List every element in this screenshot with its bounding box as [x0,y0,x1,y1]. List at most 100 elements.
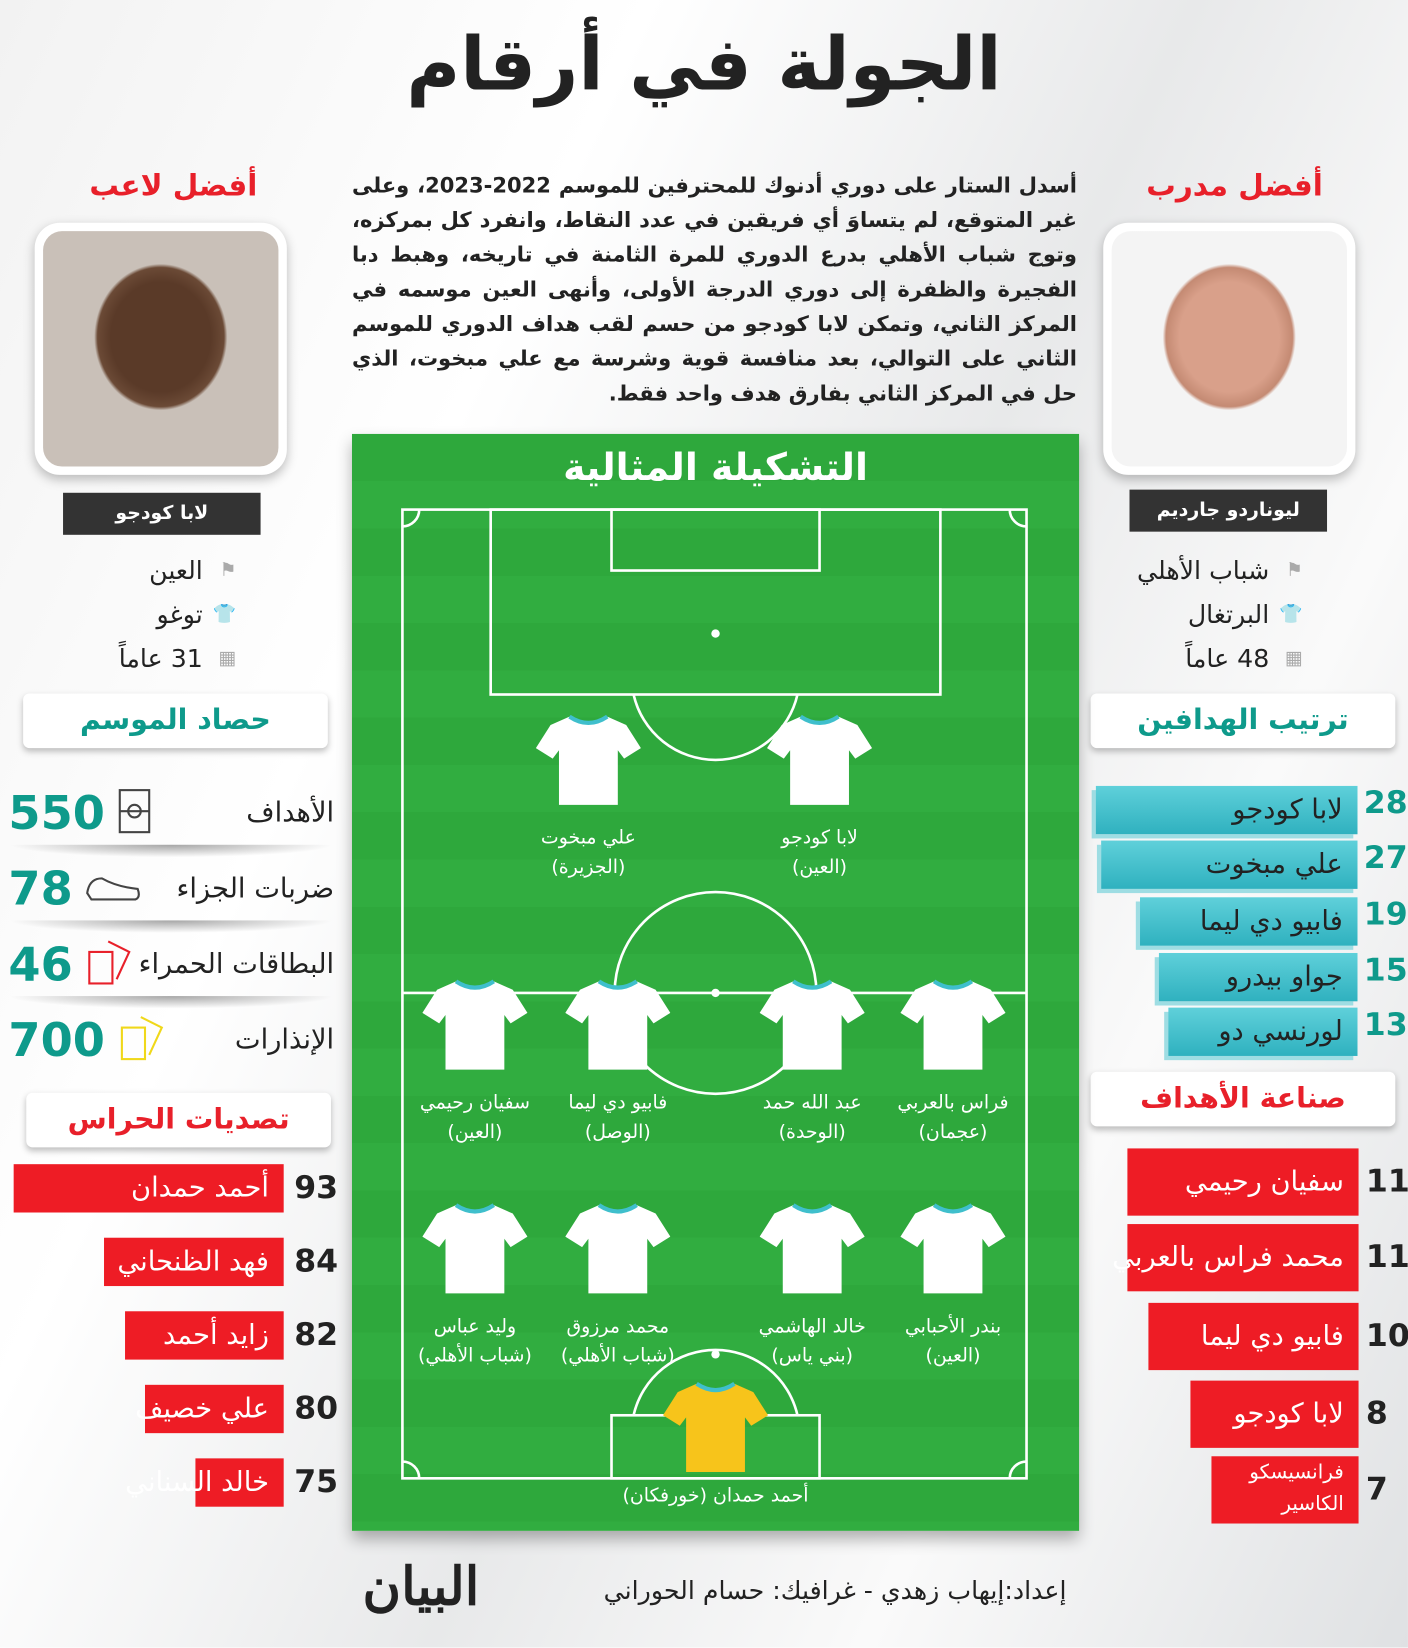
player-name: عبد الله حمد [762,1091,862,1114]
club-icon: ⚑ [219,558,237,582]
player-shirt-icon [767,712,873,811]
assist-count: 7 [1365,1470,1388,1508]
divider [8,996,335,1009]
player-shirt-icon [759,1201,865,1300]
saves-value: 93 [294,1169,339,1207]
player-name: لابا كودجو [63,492,261,535]
season-stat: الإنذارات 700 [8,1009,334,1072]
club-icon: ⚑ [1285,558,1303,582]
player-photo [34,222,287,475]
saves-bar: زايد أحمد [124,1311,284,1360]
player-name: فراس بالعربي [897,1091,1009,1114]
player-shirt-icon [422,977,528,1076]
player-name: بندر الأحبابي [904,1315,1002,1338]
coach-nationality: البرتغال [1187,599,1270,630]
player-shirt-icon [535,712,641,811]
goalkeeper-shirt-icon [662,1380,769,1479]
scorer-name: لابا كودجو [1232,794,1343,826]
player-name: خالد الهاشمي [758,1315,866,1338]
page-title: الجولة في أرقام [406,21,1002,108]
lineup-player: وليد عباس (شباب الأهلي) [401,1312,548,1371]
scorer-bar: علي مبخوت [1100,840,1358,889]
keeper-name: علي خصيف [135,1393,269,1425]
saves-bar: علي خصيف [135,1384,284,1434]
scorer-goals: 13 [1363,1006,1408,1044]
shirt-icon: 👕 [212,603,237,626]
assist-bar: لابا كودجو [1190,1380,1359,1448]
assist-name: فرانسيسكو الكاسير [1249,1460,1344,1516]
assist-name: فابيو دي ليما [1200,1320,1344,1353]
player-name: محمد مرزوق [566,1315,670,1338]
scorer-goals: 15 [1363,951,1408,989]
coach-photo [1103,222,1356,475]
player-club: (الوحدة) [778,1121,846,1144]
keeper-name: زايد أحمد [162,1319,269,1352]
saves-value: 75 [294,1463,339,1501]
assist-count: 11 [1365,1163,1408,1200]
coach-age: 48 عاماً [1185,644,1270,674]
assist-bar: فرانسيسكو الكاسير [1211,1456,1359,1524]
boot-icon [85,872,142,906]
lineup-player: لابا كودجو (العين) [746,824,893,883]
scorer-bar: فابيو دي ليما [1139,897,1358,946]
player-club: (العين) [447,1121,503,1144]
albayan-logo: البيان [362,1555,480,1618]
player-name: فابيو دي ليما [568,1091,668,1114]
player-shirt-icon [900,977,1006,1076]
lineup-player: عبد الله حمد (الوحدة) [739,1089,886,1148]
season-stat: البطاقات الحمراء 46 [8,933,334,996]
scorer-goals: 28 [1363,784,1408,822]
assist-bar: فابيو دي ليما [1148,1302,1359,1371]
scorers-heading: ترتيب الهدافين [1090,693,1396,749]
stat-label: الإنذارات [234,1024,335,1056]
player-club: (عجمان) [918,1121,988,1144]
player-club: (العين) [792,856,848,879]
player-club: (شباب الأهلي) [417,1344,532,1367]
player-club: (الوصل) [584,1121,651,1144]
lineup-player: خالد الهاشمي (بني ياس) [739,1312,886,1371]
assists-heading: صناعة الأهداف [1090,1071,1396,1127]
saves-value: 84 [294,1242,339,1280]
stat-label: ضربات الجزاء [176,873,335,905]
pitch-icon [118,788,152,838]
saves-heading: تصديات الحراس [26,1092,331,1148]
calendar-icon: ▦ [218,647,237,670]
player-name: وليد عباس [433,1315,517,1338]
season-stat: الأهداف 550 [8,782,334,845]
shirt-icon: 👕 [1279,603,1303,626]
saves-value: 82 [294,1316,339,1354]
player-club: (العين) [925,1344,981,1367]
lineup-player: سفيان رحيمي (العين) [401,1089,548,1148]
saves-bar: أحمد حمدان [13,1164,284,1213]
divider [8,920,335,934]
scorer-goals: 27 [1363,839,1408,877]
assist-count: 10 [1365,1317,1408,1355]
player-club: (بني ياس) [771,1344,854,1367]
saves-value: 80 [294,1390,339,1427]
stat-value: 700 [8,1013,105,1067]
intro-paragraph: أسدل الستار على دوري أدنوك للمحترفين للم… [351,172,1077,406]
player-nationality: توغو [156,599,203,630]
goalkeeper-label: أحمد حمدان (خورفكان) [622,1484,809,1507]
season-heading: حصاد الموسم [23,693,328,749]
coach-name: ليوناردو جارديم [1129,489,1328,532]
scorer-goals: 19 [1363,896,1408,934]
lineup-player: بندر الأحبابي (العين) [879,1312,1026,1371]
assist-name: محمد فراس بالعربي [1112,1241,1344,1274]
divider [8,844,335,858]
player-shirt-icon [565,977,671,1076]
player-name: سفيان رحيمي [419,1091,530,1114]
coach-club: شباب الأهلي [1137,555,1270,586]
keeper-name: خالد السناني [125,1466,269,1499]
lineup-player: محمد مرزوق (شباب الأهلي) [544,1312,691,1371]
player-age: 31 عاماً [118,644,203,674]
scorer-name: فابيو دي ليما [1199,905,1343,938]
assist-bar: سفيان رحيمي [1127,1148,1359,1216]
scorer-bar: لابا كودجو [1096,785,1358,835]
assist-bar: محمد فراس بالعربي [1112,1224,1359,1292]
scorer-name: علي مبخوت [1205,848,1343,881]
saves-bar: خالد السناني [125,1458,284,1507]
assist-count: 11 [1365,1238,1408,1276]
assist-name: لابا كودجو [1233,1398,1344,1431]
player-shirt-icon [759,977,865,1076]
